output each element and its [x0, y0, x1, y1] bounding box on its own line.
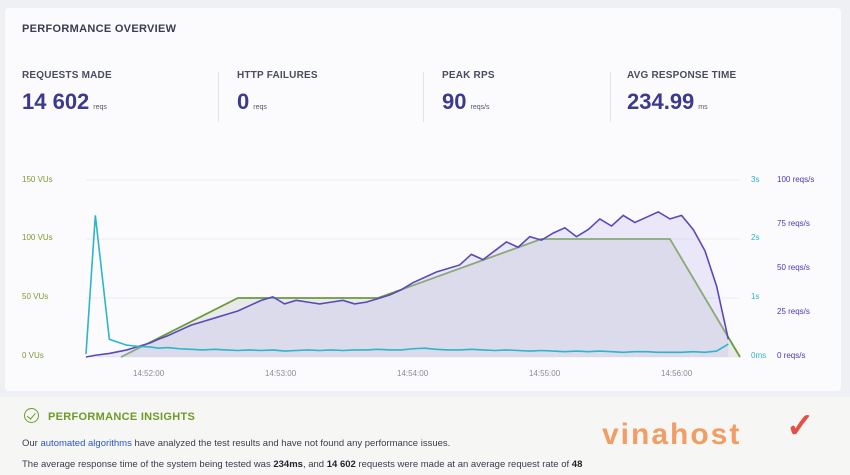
insights-title: PERFORMANCE INSIGHTS: [48, 411, 196, 423]
metric-label: AVG RESPONSE TIME: [627, 70, 737, 81]
y-tick-time: 2s: [751, 233, 760, 242]
rate-value: 48: [571, 459, 583, 470]
metric-label: HTTP FAILURES: [237, 70, 318, 81]
metric-value: 14 602: [22, 89, 90, 114]
y-tick-time: 0ms: [751, 351, 767, 360]
text: Our: [22, 438, 41, 449]
metric-unit: reqs: [253, 104, 267, 111]
vus-line: [120, 238, 741, 358]
metric-failures: HTTP FAILURES 0 reqs: [237, 70, 318, 115]
x-tick: 14:54:00: [397, 369, 429, 378]
y-tick-rps: 25 reqs/s: [777, 307, 810, 316]
x-tick: 14:53:00: [265, 369, 297, 378]
response-time-line: [85, 215, 729, 355]
x-tick: 14:52:00: [133, 369, 165, 378]
metric-label: REQUESTS MADE: [22, 70, 112, 81]
divider: [610, 72, 611, 122]
check-circle-icon: [24, 408, 39, 423]
requests-value: 14 602: [326, 459, 356, 470]
metric-peak-rps: PEAK RPS 90 reqs/s: [442, 70, 495, 115]
y-tick-rps: 100 reqs/s: [777, 175, 815, 184]
y-tick-vus: 0 VUs: [22, 351, 44, 360]
text: requests were made at an average request…: [355, 459, 572, 470]
y-tick-vus: 50 VUs: [22, 292, 49, 301]
y-tick-time: 3s: [751, 175, 760, 184]
rps-line: [85, 210, 730, 358]
watermark-logo: vinahost: [602, 418, 742, 451]
metric-value: 90: [442, 89, 467, 114]
metric-avg-response: AVG RESPONSE TIME 234.99 ms: [627, 70, 736, 115]
x-tick: 14:56:00: [661, 369, 693, 378]
rps-area: [86, 211, 729, 357]
page-title: PERFORMANCE OVERVIEW: [22, 23, 177, 35]
metric-value: 234.99: [627, 89, 695, 114]
performance-chart: [85, 179, 741, 358]
metric-unit: ms: [698, 104, 708, 111]
insights-line-2: The average response time of the system …: [22, 459, 582, 470]
y-tick-vus: 150 VUs: [22, 175, 53, 184]
y-tick-rps: 50 reqs/s: [777, 263, 810, 272]
text: The average response time of the system …: [22, 459, 274, 470]
y-tick-rps: 0 reqs/s: [777, 351, 806, 360]
divider: [423, 72, 424, 122]
metric-unit: reqs/s: [470, 104, 490, 111]
watermark-check-icon: ✓: [786, 407, 815, 445]
text: , and: [302, 459, 327, 470]
y-tick-time: 1s: [751, 292, 760, 301]
metric-value: 0: [237, 89, 250, 114]
metric-unit: reqs: [93, 104, 107, 111]
avg-response-value: 234ms: [273, 459, 303, 470]
algorithms-link[interactable]: automated algorithms: [40, 438, 132, 449]
y-tick-rps: 75 reqs/s: [777, 219, 810, 228]
divider: [218, 72, 219, 122]
insights-panel: [0, 397, 850, 475]
metric-label: PEAK RPS: [442, 70, 495, 81]
text: have analyzed the test results and have …: [131, 438, 451, 449]
metric-requests: REQUESTS MADE 14 602 reqs: [22, 70, 112, 115]
x-tick: 14:55:00: [529, 369, 561, 378]
vus-area: [121, 239, 741, 357]
y-tick-vus: 100 VUs: [22, 233, 53, 242]
insights-line-1: Our automated algorithms have analyzed t…: [22, 438, 450, 449]
